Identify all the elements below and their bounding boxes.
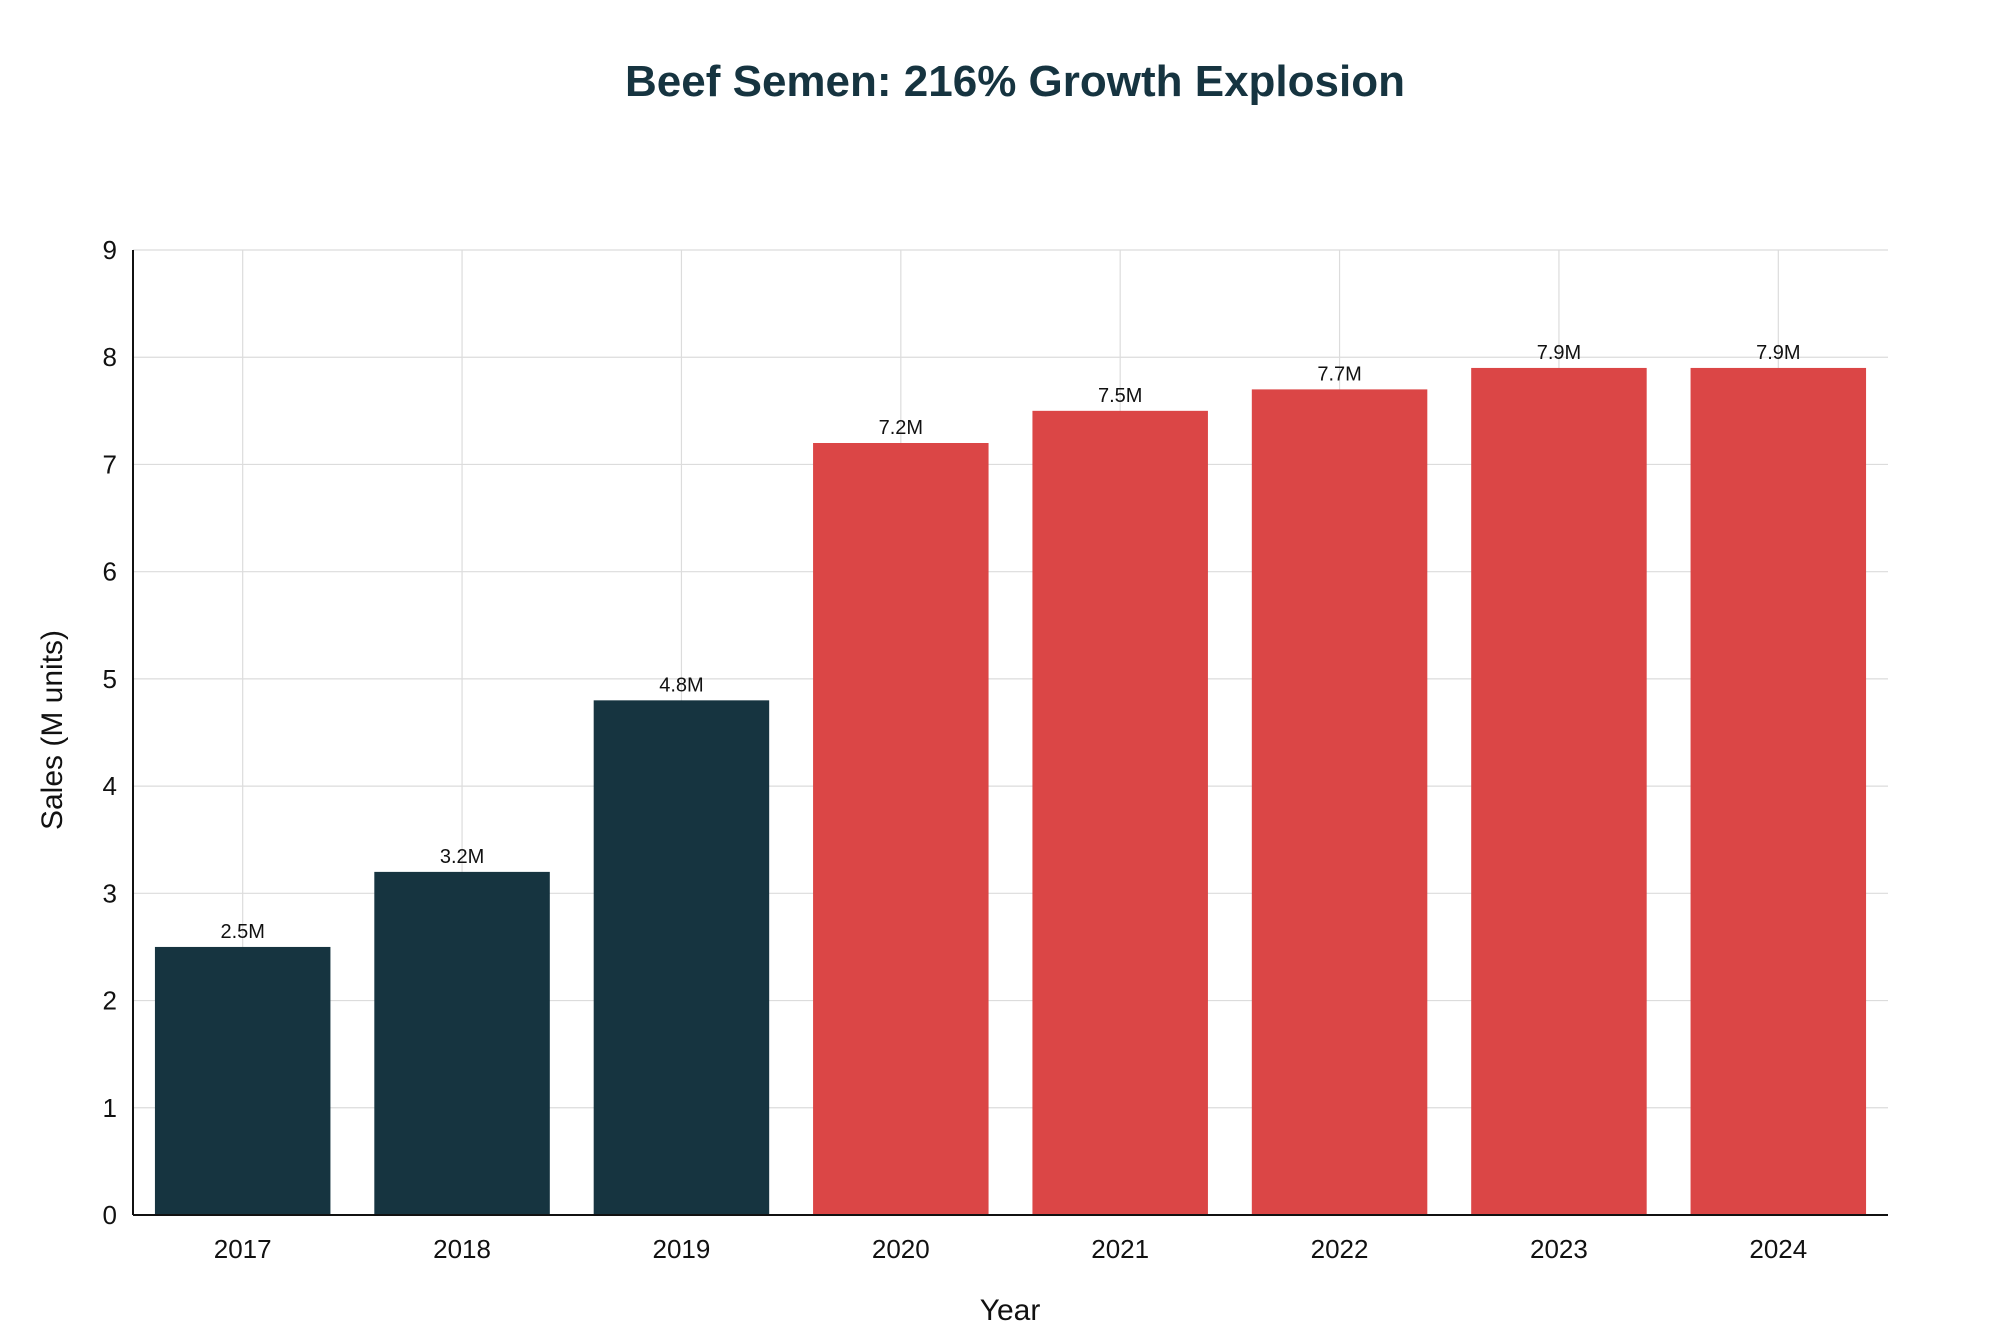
bar-2020 bbox=[813, 443, 989, 1215]
x-axis-title: Year bbox=[980, 1294, 1041, 1327]
y-tick-label-2: 2 bbox=[103, 986, 117, 1016]
data-label-2018: 3.2M bbox=[440, 846, 484, 868]
data-label-2017: 2.5M bbox=[220, 921, 264, 943]
y-tick-label-0: 0 bbox=[103, 1200, 117, 1230]
y-tick-label-8: 8 bbox=[103, 342, 117, 372]
x-tick-label-2020: 2020 bbox=[872, 1234, 930, 1264]
x-tick-label-2022: 2022 bbox=[1311, 1234, 1369, 1264]
ticks-layer: 2017 2018 2019 2020 2021 2022 2023 2024 0 1 2 3 4 5 6 7… bbox=[103, 235, 1808, 1264]
y-tick-label-9: 9 bbox=[103, 235, 117, 265]
y-tick-label-5: 5 bbox=[103, 664, 117, 694]
y-tick-label-1: 1 bbox=[103, 1093, 117, 1123]
bar-2024 bbox=[1690, 367, 1867, 1215]
axes-layer bbox=[132, 250, 1888, 1216]
x-tick-label-2023: 2023 bbox=[1530, 1234, 1588, 1264]
y-tick-label-4: 4 bbox=[103, 771, 117, 801]
y-tick-label-7: 7 bbox=[103, 449, 117, 479]
chart-title: Beef Semen: 216% Growth Explosion bbox=[625, 57, 1405, 106]
y-tick-label-3: 3 bbox=[103, 878, 117, 908]
x-tick-label-2024: 2024 bbox=[1749, 1234, 1807, 1264]
data-label-2022: 7.7M bbox=[1317, 363, 1361, 385]
bar-2018 bbox=[374, 871, 550, 1215]
bar-2021 bbox=[1032, 410, 1208, 1215]
x-tick-label-2017: 2017 bbox=[214, 1234, 272, 1264]
bar-2017 bbox=[154, 946, 331, 1215]
x-tick-label-2021: 2021 bbox=[1091, 1234, 1149, 1264]
data-label-2024: 7.9M bbox=[1756, 342, 1800, 364]
data-label-2019: 4.8M bbox=[659, 674, 703, 696]
x-tick-label-2018: 2018 bbox=[433, 1234, 491, 1264]
bars-layer bbox=[154, 367, 1867, 1215]
y-axis-title: Sales (M units) bbox=[36, 630, 69, 830]
bar-2022 bbox=[1251, 389, 1428, 1215]
data-label-2021: 7.5M bbox=[1098, 385, 1142, 407]
y-tick-label-6: 6 bbox=[103, 557, 117, 587]
data-label-2020: 7.2M bbox=[879, 417, 923, 439]
data-label-2023: 7.9M bbox=[1537, 342, 1581, 364]
bar-2019 bbox=[593, 700, 770, 1215]
bar-2023 bbox=[1471, 367, 1647, 1215]
data-labels-layer: 2.5M 3.2M 4.8M 7.2M 7.5M 7.7M 7.9M 7.9M bbox=[220, 342, 1800, 943]
x-tick-label-2019: 2019 bbox=[653, 1234, 711, 1264]
